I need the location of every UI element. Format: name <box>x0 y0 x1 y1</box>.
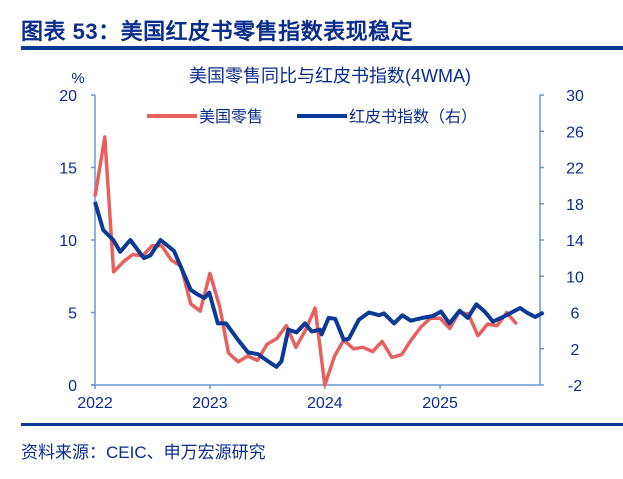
chart-title: 美国零售同比与红皮书指数(4WMA) <box>189 66 471 86</box>
retail-series-line <box>93 135 518 387</box>
footer-rule <box>21 423 623 426</box>
right-tick-label: 6 <box>571 306 580 323</box>
title-rule <box>21 46 623 50</box>
chart: 美国零售同比与红皮书指数(4WMA) % 美国零售 红皮书指数（右） 0 5 10 1… <box>59 66 584 412</box>
right-tick-label: 10 <box>566 269 584 286</box>
figure-title: 图表 53：美国红皮书零售指数表现稳定 <box>21 19 414 44</box>
legend: 美国零售 红皮书指数（右） <box>147 108 477 126</box>
source-note: 资料来源：CEIC、申万宏源研究 <box>21 443 266 462</box>
right-tick-label: 2 <box>571 342 580 359</box>
right-tick-label: 18 <box>566 197 584 214</box>
left-tick-label: 15 <box>59 161 77 178</box>
right-tick-label: 14 <box>566 233 584 250</box>
right-tick-label: -2 <box>568 378 582 395</box>
x-tick-label: 2023 <box>192 395 228 412</box>
right-tick-label: 26 <box>566 124 584 141</box>
x-tick-label: 2024 <box>307 395 343 412</box>
left-tick-label: 0 <box>68 378 77 395</box>
x-tick-label: 2025 <box>422 395 458 412</box>
x-tick-label: 2022 <box>77 395 113 412</box>
left-tick-label: 10 <box>59 233 77 250</box>
legend-label-retail: 美国零售 <box>199 108 263 126</box>
right-tick-label: 22 <box>566 161 584 178</box>
left-tick-label: 20 <box>59 88 77 105</box>
left-unit-label: % <box>71 70 84 87</box>
right-tick-label: 30 <box>566 88 584 105</box>
redbook-series-line <box>93 201 545 369</box>
legend-label-redbook: 红皮书指数（右） <box>349 108 477 126</box>
left-tick-label: 5 <box>68 306 77 323</box>
